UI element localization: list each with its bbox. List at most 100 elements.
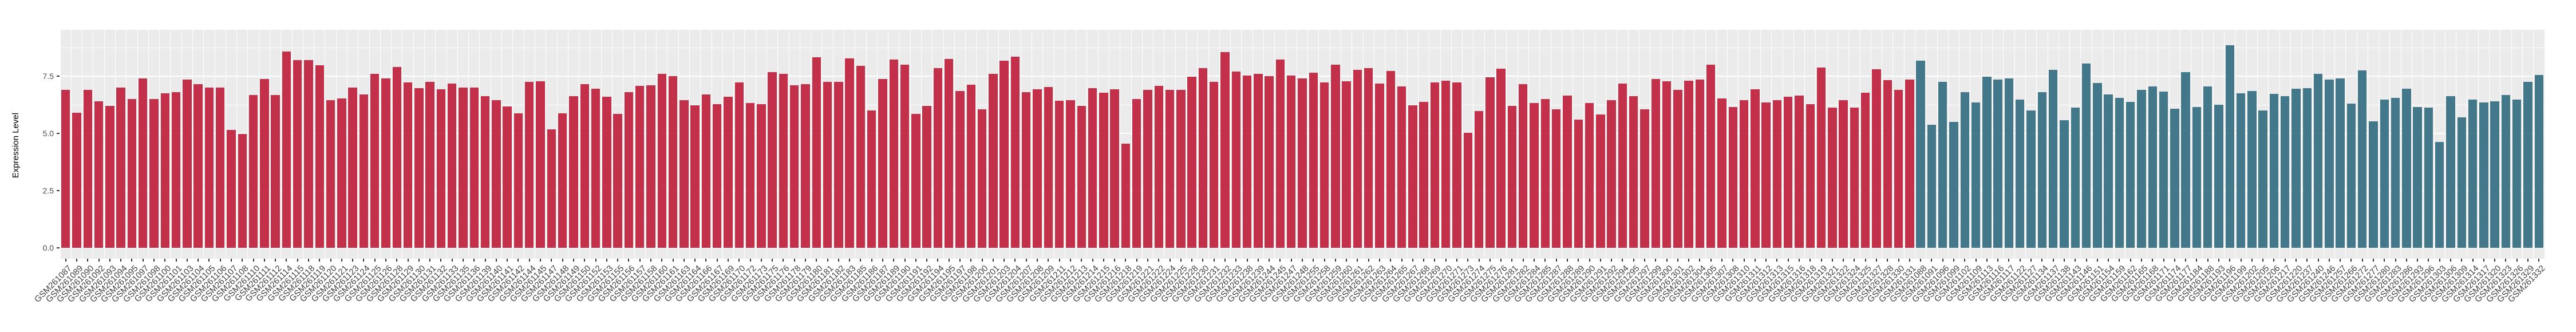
x-tick-mark [2207,259,2208,262]
bar-GSM261089 [72,113,81,248]
x-tick-mark [2340,259,2341,262]
y-tick-label: 2.5 [42,186,54,195]
bar-GSM261108 [238,134,247,248]
x-tick-mark [1666,259,1668,262]
bar-GSM261323 [2501,94,2511,248]
y-tick-label: 7.5 [42,72,54,81]
x-tick-mark [1302,259,1303,262]
vertical-gridline [1141,30,1143,259]
x-tick-mark [440,259,442,262]
bar-GSM261129 [403,82,413,248]
x-tick-mark [827,259,828,262]
vertical-gridline [192,30,193,259]
x-tick-mark [1202,259,1204,262]
x-tick-mark [2218,259,2219,262]
bar-GSM261331 [1905,80,1914,248]
x-tick-mark [1092,259,1093,262]
vertical-gridline [159,30,160,259]
bar-GSM261233 [1231,72,1240,248]
bar-GSM261098 [149,99,159,248]
bar-GSM261173 [757,104,766,248]
bar-GSM261317 [2479,102,2488,248]
x-tick-mark [1290,259,1292,262]
vertical-gridline [104,30,105,259]
x-tick-mark [1699,259,1701,262]
bar-GSM261128 [392,67,402,248]
bar-GSM261178 [789,85,799,248]
y-axis-title: Expression Level [11,112,21,179]
vertical-gridline [2257,30,2258,259]
x-tick-mark [948,259,950,262]
x-tick-mark [2284,259,2286,262]
x-tick-mark [2483,259,2484,262]
vertical-gridline [435,30,436,259]
x-tick-mark [1622,259,1623,262]
x-tick-mark [1909,259,1910,262]
x-tick-mark [694,259,696,262]
bar-GSM261288 [1563,96,1572,248]
bar-GSM261187 [878,79,887,248]
bar-GSM261266 [2346,104,2356,248]
x-tick-mark [451,259,453,262]
bar-GSM261126 [381,78,390,248]
x-tick-mark [2516,259,2518,262]
x-tick-mark [2240,259,2242,262]
x-tick-mark [1611,259,1613,262]
x-tick-mark [374,259,376,262]
bar-GSM261231 [1209,82,1219,248]
vertical-gridline [2345,30,2346,259]
bar-GSM261087 [61,90,70,248]
vertical-gridline [2224,30,2225,259]
vertical-gridline [1462,30,1463,259]
x-tick-mark [2494,259,2496,262]
vertical-gridline [2301,30,2302,259]
vertical-gridline [391,30,392,259]
x-tick-mark [1412,259,1413,262]
vertical-gridline [1992,30,1993,259]
x-tick-mark [2030,259,2032,262]
x-tick-mark [429,259,431,262]
x-tick-mark [716,259,718,262]
bar-GSM261224 [1165,90,1175,248]
bar-GSM261303 [2435,142,2444,248]
bar-GSM261182 [834,82,843,248]
x-tick-mark [1964,259,1966,262]
major-gridline [60,247,2545,248]
vertical-gridline [689,30,690,259]
x-tick-mark [893,259,895,262]
x-tick-mark [915,259,916,262]
x-tick-mark [1743,259,1745,262]
bar-GSM261104 [193,84,203,248]
x-tick-mark [1180,259,1182,262]
x-tick-mark [463,259,464,262]
vertical-gridline [1186,30,1187,259]
x-tick-mark [1323,259,1325,262]
x-tick-mark [1456,259,1458,262]
bar-GSM261321 [1828,108,1837,248]
bar-GSM261105 [204,88,214,248]
bar-GSM261292 [1607,100,1616,248]
bar-GSM261100 [160,93,169,248]
x-tick-mark [816,259,817,262]
vertical-gridline [60,30,61,259]
bar-GSM261218 [1121,144,1131,248]
bar-GSM261245 [1275,60,1285,248]
vertical-gridline [2489,30,2490,259]
bar-GSM261102 [1960,92,1970,248]
vertical-gridline [700,30,701,259]
x-tick-mark [275,259,276,262]
bar-GSM261118 [304,60,313,248]
vertical-gridline [1406,30,1408,259]
bar-GSM261174 [2170,109,2179,248]
x-tick-mark [1445,259,1447,262]
bar-GSM261195 [945,58,954,248]
x-tick-mark [319,259,321,262]
x-tick-mark [606,259,607,262]
vertical-gridline [1042,30,1044,259]
bar-GSM261194 [933,68,943,248]
vertical-gridline [1219,30,1220,259]
bar-GSM261183 [845,58,854,248]
x-tick-mark [584,259,586,262]
vertical-gridline [2003,30,2004,259]
bar-GSM261096 [1938,82,1947,248]
